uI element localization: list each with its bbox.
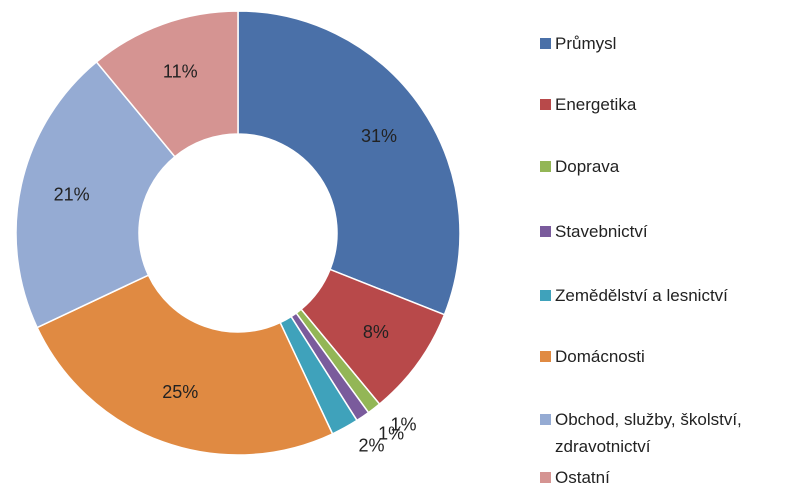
legend-item: Průmysl bbox=[540, 30, 795, 57]
legend-swatch bbox=[540, 226, 551, 237]
legend-item: Doprava bbox=[540, 153, 795, 180]
legend-swatch bbox=[540, 414, 551, 425]
legend-label: Stavebnictví bbox=[555, 222, 648, 241]
legend-swatch bbox=[540, 472, 551, 483]
legend-item: Obchod, služby, školství, zdravotnictví bbox=[540, 406, 795, 460]
legend-swatch bbox=[540, 161, 551, 172]
slice bbox=[15, 60, 176, 329]
data-label: 1% bbox=[378, 424, 404, 444]
legend-item: Stavebnictví bbox=[540, 218, 795, 245]
legend-item: Domácnosti bbox=[540, 343, 795, 370]
slice bbox=[237, 10, 461, 316]
legend-swatch bbox=[540, 351, 551, 362]
slice bbox=[36, 274, 334, 456]
data-label: 2% bbox=[359, 436, 385, 456]
legend-item: Zemědělství a lesnictví bbox=[540, 282, 795, 309]
legend-swatch bbox=[540, 290, 551, 301]
data-label: 1% bbox=[391, 415, 417, 435]
legend-swatch bbox=[540, 99, 551, 110]
data-label: 31% bbox=[361, 126, 397, 146]
legend-label: Energetika bbox=[555, 95, 637, 114]
legend-label: Obchod, služby, školství, zdravotnictví bbox=[555, 410, 742, 456]
legend-label: Domácnosti bbox=[555, 347, 645, 366]
data-label: 11% bbox=[163, 61, 198, 81]
legend-item: Energetika bbox=[540, 91, 795, 118]
legend-label: Průmysl bbox=[555, 34, 617, 53]
legend-label: Zemědělství a lesnictví bbox=[555, 286, 728, 305]
legend-item: Ostatní bbox=[540, 464, 795, 491]
data-label: 21% bbox=[54, 185, 90, 205]
data-label: 8% bbox=[363, 322, 389, 342]
slice bbox=[95, 10, 239, 158]
legend-label: Ostatní bbox=[555, 468, 610, 487]
data-label: 25% bbox=[162, 382, 198, 402]
legend-label: Doprava bbox=[555, 157, 620, 176]
legend-swatch bbox=[540, 38, 551, 49]
